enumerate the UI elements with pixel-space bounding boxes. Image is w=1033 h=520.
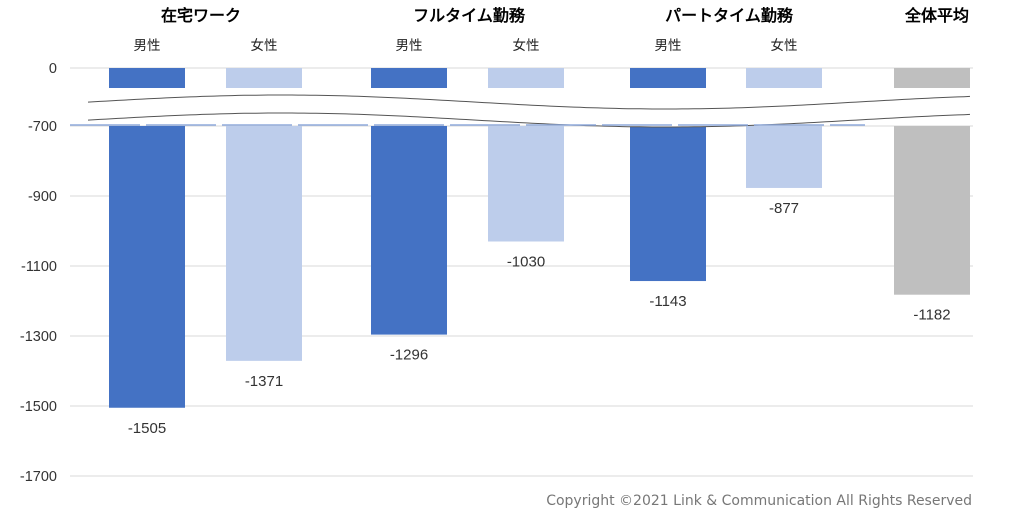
group-label: フルタイム勤務 (413, 6, 526, 25)
bar (630, 126, 706, 282)
axis-break (70, 88, 978, 128)
data-label: -1182 (913, 307, 950, 324)
data-label: -1505 (128, 420, 166, 437)
data-labels: -1505 -1371 -1296 -1030 -1143 -877 -1182 (128, 200, 951, 437)
group-label: パートタイム勤務 (665, 6, 794, 25)
break-line-bottom (87, 112, 971, 128)
bars (109, 68, 970, 408)
y-tick-label: -1500 (20, 399, 57, 415)
bar (109, 126, 185, 408)
y-tick-label: -1100 (21, 259, 57, 275)
category-label: 男性 (134, 38, 161, 54)
bar-upper-segment (894, 68, 970, 88)
bar (371, 126, 447, 335)
bar-upper-segment (746, 68, 822, 88)
y-tick-label: -1700 (20, 469, 57, 485)
y-tick-label: -900 (28, 189, 57, 205)
group-label: 在宅ワーク (161, 6, 241, 25)
bar-upper-segment (109, 68, 185, 88)
bar-upper-segment (371, 68, 447, 88)
break-band (88, 95, 970, 127)
bar (226, 126, 302, 361)
y-tick-label: 0 (49, 61, 57, 77)
bar (894, 126, 970, 295)
data-label: -1371 (245, 373, 283, 390)
category-label: 女性 (771, 37, 798, 54)
category-label: 女性 (251, 37, 278, 54)
data-label: -1296 (390, 347, 428, 364)
bar (488, 126, 564, 242)
bar-upper-segment (630, 68, 706, 88)
y-tick-label: -1300 (20, 329, 57, 345)
data-label: -1030 (507, 254, 545, 271)
bar (746, 126, 822, 188)
y-axis-ticks: 0 -700 -900 -1100 -1300 -1500 -1700 (20, 61, 57, 485)
category-label: 男性 (396, 38, 423, 54)
category-label: 女性 (513, 37, 540, 54)
bar-upper-segment (226, 68, 302, 88)
category-label: 男性 (655, 38, 682, 54)
data-label: -1143 (649, 293, 686, 310)
break-line-top (87, 94, 971, 110)
bar-upper-segment (488, 68, 564, 88)
group-label: 全体平均 (904, 6, 969, 25)
y-tick-label: -700 (28, 119, 57, 135)
data-label: -877 (769, 200, 799, 217)
copyright-text: Copyright ©2021 Link & Communication All… (546, 493, 972, 509)
